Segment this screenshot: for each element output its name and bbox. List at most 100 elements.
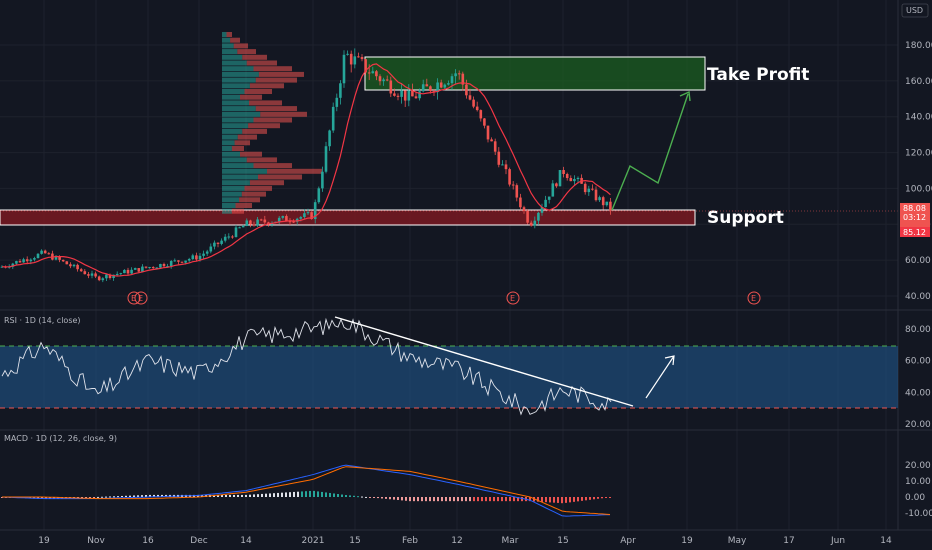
volume-profile-bar-down	[244, 89, 272, 94]
macd-histogram-bar	[197, 494, 199, 497]
volume-profile	[222, 32, 322, 214]
macd-histogram-bar	[553, 497, 555, 503]
macd-histogram-bar	[409, 497, 411, 502]
macd-histogram-bar	[245, 494, 247, 497]
macd-line	[1, 464, 611, 517]
candle-body	[511, 184, 515, 186]
macd-histogram-bar	[349, 495, 351, 497]
event-marker-icon[interactable]	[134, 291, 148, 305]
candle-body	[115, 273, 119, 275]
candle-body	[263, 219, 267, 223]
volume-profile-bar-down	[249, 83, 284, 89]
macd-signal-line	[2, 466, 611, 515]
take-profit-zone[interactable]	[364, 56, 706, 91]
rsi-trendline[interactable]	[334, 316, 634, 407]
candle-body	[141, 266, 144, 272]
macd-histogram-bar	[289, 492, 291, 497]
macd-histogram-bar	[569, 497, 571, 503]
candle-body	[101, 278, 105, 281]
candle-body	[119, 273, 123, 275]
macd-histogram-bar	[305, 491, 307, 497]
candle-body	[569, 178, 573, 182]
volume-profile-bar-up	[222, 157, 247, 163]
candle-body	[33, 258, 36, 260]
volume-profile-bar-up	[222, 151, 240, 157]
volume-profile-bar-up	[222, 185, 245, 191]
macd-histogram-bar	[49, 497, 51, 499]
volume-profile-bar-down	[240, 94, 262, 100]
macd-histogram-bar	[345, 495, 347, 497]
macd-histogram-bar	[109, 496, 111, 498]
event-markers: E E E E	[127, 291, 761, 305]
macd-histogram-bar	[473, 497, 475, 502]
time-tick-label: 14	[240, 536, 252, 546]
volume-profile-bar-up	[222, 89, 245, 94]
macd-histogram-bar	[81, 497, 83, 498]
volume-profile-bar-up	[222, 168, 267, 174]
macd-histogram-bar	[497, 497, 499, 502]
candle-body	[281, 216, 285, 218]
event-marker-icon[interactable]	[127, 291, 141, 305]
candle-body	[547, 196, 551, 200]
currency-badge[interactable]	[901, 3, 929, 18]
time-tick-label: 16	[142, 536, 154, 546]
volume-profile-bar-down	[253, 117, 292, 123]
candle-body	[285, 216, 288, 222]
candle-body	[324, 146, 328, 172]
volume-profile-bar-up	[222, 174, 258, 180]
macd-histogram-bar	[441, 497, 443, 502]
candle-body	[346, 53, 349, 55]
volume-profile-bar-down	[249, 180, 284, 186]
candle-body	[447, 83, 450, 85]
candle-body	[169, 261, 173, 267]
price-tick-label: 140.00	[905, 113, 932, 123]
volume-profile-bar-up	[222, 180, 250, 186]
time-tick-label: 12	[451, 536, 462, 546]
price-axis[interactable]: 180.00160.00140.00120.00100.0080.0060.00…	[905, 41, 932, 302]
macd-histogram-bar	[333, 493, 335, 497]
candle-body	[364, 59, 367, 73]
volume-profile-bar-down	[240, 151, 262, 157]
volume-profile-bar-up	[222, 203, 236, 208]
support-zone[interactable]	[0, 209, 696, 226]
candle-body	[72, 264, 76, 267]
macd-histogram-bar	[405, 497, 407, 501]
candle-body	[241, 225, 245, 228]
candle-body	[540, 207, 544, 213]
macd-histogram-bar	[417, 497, 419, 502]
macd-histogram-bar	[293, 491, 295, 497]
candle-body	[504, 164, 508, 170]
rsi-tick-label: 80.00	[905, 325, 931, 335]
macd-histogram-bar	[589, 497, 591, 500]
candle-body	[112, 274, 115, 279]
macd-histogram-bar	[153, 494, 155, 497]
candle-body	[202, 253, 205, 256]
candle-body	[594, 189, 598, 201]
event-marker-icon[interactable]	[747, 291, 761, 305]
macd-histogram-bar	[225, 494, 227, 497]
rsi-label[interactable]: RSI · 1D (14, close)	[4, 316, 81, 325]
candle-body	[306, 212, 310, 214]
candle-body	[25, 259, 29, 262]
candle-body	[508, 169, 511, 185]
macd-histogram-bar	[85, 497, 87, 498]
macd-histogram-bar	[149, 494, 151, 497]
macd-axis[interactable]: 20.00 10.00 0.00 -10.00	[905, 461, 932, 519]
candle-body	[69, 264, 72, 267]
macd-histogram-bar	[113, 496, 115, 498]
time-axis[interactable]: 19 Nov 16 Dec 14 2021 15 Feb 12 Mar 15 Apr 19 May 17 Ju…	[38, 536, 892, 546]
event-marker-icon[interactable]	[506, 291, 520, 305]
candle-body	[36, 253, 40, 259]
candle-body	[396, 95, 400, 97]
volume-profile-bar-down	[255, 106, 297, 112]
macd-histogram-bar	[421, 497, 423, 502]
currency-label: USD	[906, 6, 923, 15]
candle-body	[231, 236, 234, 238]
event-marker-label: E	[751, 294, 756, 303]
candle-body	[227, 236, 231, 238]
rsi-axis[interactable]: 80.00 60.00 40.00 20.00	[905, 325, 931, 430]
macd-label[interactable]: MACD · 1D (12, 26, close, 9)	[4, 434, 117, 443]
volume-profile-bar-up	[222, 111, 261, 117]
macd-histogram-bar	[41, 497, 43, 499]
